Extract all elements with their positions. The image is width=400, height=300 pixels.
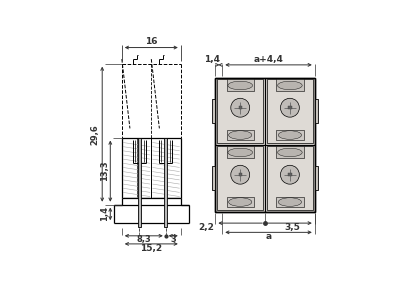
Ellipse shape [229, 198, 252, 206]
Bar [276, 197, 304, 207]
Ellipse shape [278, 148, 302, 157]
Text: 3: 3 [170, 236, 176, 244]
Bar [226, 197, 254, 207]
Text: 15,2: 15,2 [140, 244, 162, 253]
Bar [315, 166, 318, 190]
Circle shape [231, 98, 250, 117]
Bar [315, 99, 318, 123]
Bar [276, 130, 304, 140]
Text: 2,2: 2,2 [198, 223, 214, 232]
Bar [238, 173, 242, 176]
Text: 3,5: 3,5 [284, 223, 300, 232]
Bar [212, 166, 215, 190]
Ellipse shape [229, 131, 252, 139]
Text: 1,4: 1,4 [100, 206, 109, 221]
Text: a+4,4: a+4,4 [254, 55, 284, 64]
Ellipse shape [278, 81, 302, 90]
Text: 16: 16 [145, 37, 158, 46]
Bar [276, 80, 304, 92]
Circle shape [280, 98, 299, 117]
Bar [226, 146, 254, 158]
Text: a: a [266, 232, 272, 241]
Text: 13,3: 13,3 [100, 161, 109, 182]
Bar [217, 80, 263, 143]
Ellipse shape [278, 198, 302, 206]
Circle shape [231, 165, 250, 184]
Text: 29,6: 29,6 [91, 124, 100, 145]
Bar [226, 130, 254, 140]
Bar [217, 146, 263, 210]
Circle shape [280, 165, 299, 184]
Bar [267, 146, 313, 210]
Bar [215, 78, 315, 212]
Bar [276, 146, 304, 158]
Ellipse shape [228, 81, 252, 90]
Bar [212, 99, 215, 123]
Bar [288, 106, 292, 109]
Text: 8,3: 8,3 [136, 236, 151, 244]
Ellipse shape [228, 148, 252, 157]
Bar [164, 138, 167, 226]
Bar [226, 80, 254, 92]
Bar [138, 138, 140, 226]
Ellipse shape [278, 131, 302, 139]
Bar [238, 106, 242, 109]
Bar [288, 173, 292, 176]
Bar [267, 80, 313, 143]
Text: 1,4: 1,4 [204, 55, 220, 64]
